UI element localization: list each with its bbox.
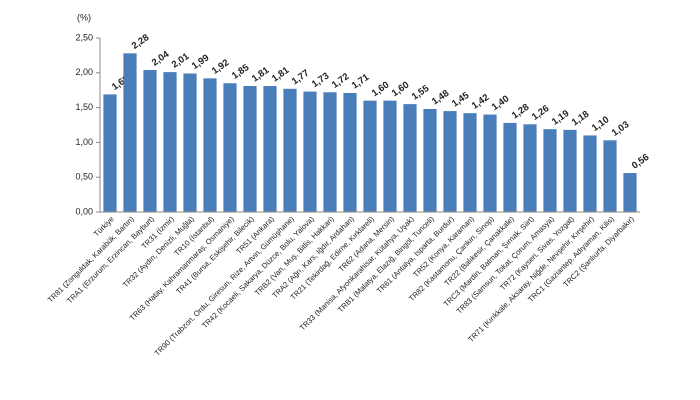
value-label: 1,85: [230, 62, 252, 82]
bar: [443, 111, 457, 212]
bar: [463, 113, 477, 212]
value-label: 1,73: [310, 70, 331, 90]
value-label: 1,03: [610, 119, 631, 139]
value-label: 1,99: [190, 52, 211, 72]
value-label: 1,60: [390, 80, 411, 100]
bar: [543, 129, 557, 212]
y-tick-label: 2,00: [75, 67, 93, 77]
bar: [503, 122, 517, 212]
bar: [223, 83, 237, 213]
bar: [143, 70, 157, 213]
bar: [383, 100, 397, 212]
y-tick-label: 0,00: [75, 206, 93, 216]
bar: [243, 86, 257, 212]
bar: [563, 129, 577, 212]
bar: [323, 92, 337, 212]
bar: [403, 104, 417, 212]
value-label: 1,45: [450, 90, 472, 110]
x-tick-label: TRA1 (Erzurum, Erzincan, Bayburt): [65, 214, 156, 305]
bar: [623, 173, 637, 212]
value-label: 1,71: [350, 71, 372, 91]
y-axis-label: (%): [77, 12, 91, 22]
y-tick-label: 0,50: [75, 172, 93, 182]
bar: [523, 124, 537, 212]
value-label: 1,92: [210, 57, 231, 77]
y-tick-label: 1,50: [75, 102, 93, 112]
value-label: 1,77: [290, 68, 311, 88]
value-label: 1,48: [430, 88, 451, 108]
value-label: 1,28: [510, 102, 531, 122]
bar: [283, 88, 297, 212]
value-label: 1,81: [270, 65, 292, 85]
bar: [343, 92, 357, 212]
bar: [183, 73, 197, 212]
value-label: 1,60: [370, 80, 391, 100]
y-tick-label: 1,00: [75, 137, 93, 147]
value-label: 1,18: [570, 109, 591, 129]
value-label: 1,26: [530, 103, 551, 123]
bar: [263, 86, 277, 212]
bar: [363, 100, 377, 212]
bar: [203, 78, 217, 212]
bar: [163, 72, 177, 212]
bar: [483, 114, 497, 212]
bar: [603, 140, 617, 212]
bar: [303, 91, 317, 212]
value-label: 1,10: [590, 114, 611, 134]
value-label: 0,56: [630, 152, 651, 172]
bar: [103, 94, 117, 212]
value-label: 2,28: [130, 32, 151, 52]
value-label: 2,04: [150, 49, 172, 69]
value-label: 1,81: [250, 65, 272, 85]
bar: [423, 108, 437, 212]
y-tick-label: 2,50: [75, 32, 93, 42]
value-label: 1,40: [490, 93, 511, 113]
value-label: 1,55: [410, 83, 432, 103]
value-label: 1,72: [330, 71, 351, 91]
bar: [583, 135, 597, 212]
value-label: 1,19: [550, 108, 571, 128]
bar: [123, 53, 137, 213]
value-label: 2,01: [170, 51, 192, 71]
value-label: 1,42: [470, 92, 491, 112]
x-tick-label: TR81 (Zonguldak, Karabük, Bartın): [46, 214, 136, 304]
